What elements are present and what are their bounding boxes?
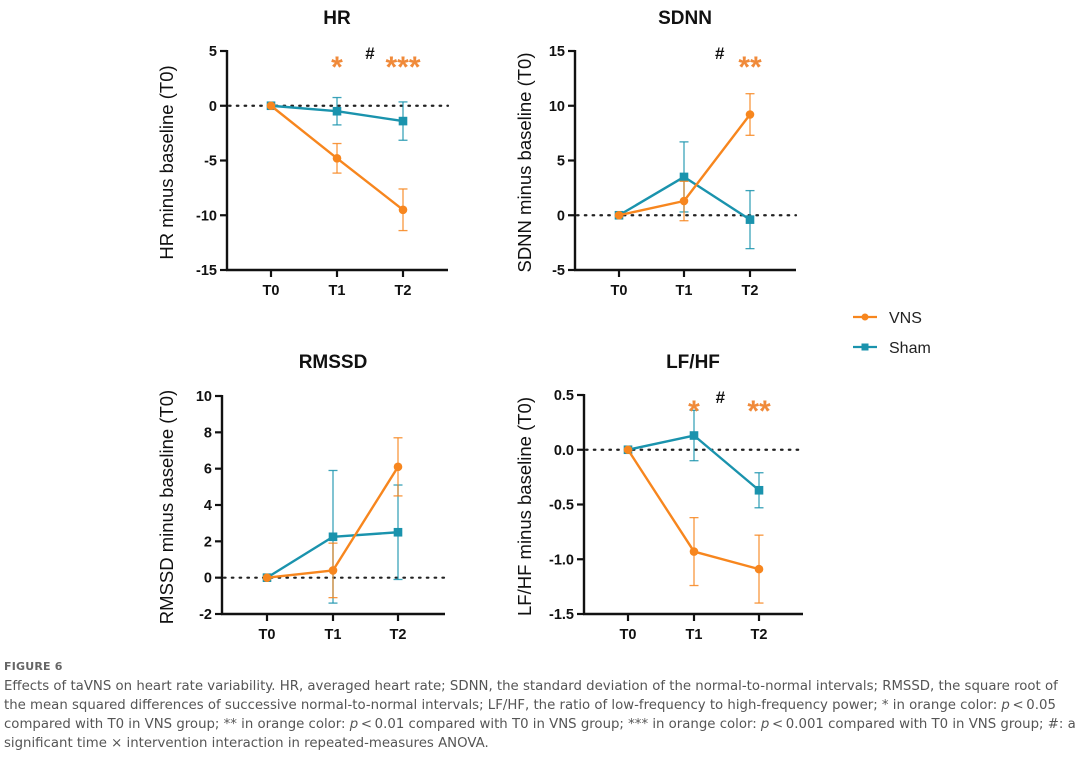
legend-vns-marker — [861, 313, 869, 321]
data-point-vns — [266, 101, 276, 111]
y-tick-label: 8 — [204, 425, 212, 441]
y-tick-label: -0.5 — [549, 498, 574, 514]
data-point-sham — [393, 527, 403, 537]
interaction-hash: # — [716, 388, 726, 407]
data-point-vns — [754, 564, 764, 574]
figure-label: FIGURE 6 — [4, 660, 63, 673]
x-tick-label: T2 — [390, 627, 407, 643]
y-tick-label: 5 — [557, 154, 565, 170]
y-tick-label: 0 — [209, 99, 217, 115]
y-tick-label: 0.5 — [554, 388, 574, 404]
legend: VNS Sham — [853, 310, 931, 357]
data-point-sham — [332, 106, 342, 116]
y-tick-label: 0 — [557, 208, 565, 224]
legend-item-vns: VNS — [853, 310, 922, 327]
interaction-hash: # — [365, 44, 375, 63]
x-tick-label: T0 — [259, 627, 276, 643]
data-point-vns — [332, 154, 342, 163]
data-point-sham — [745, 215, 755, 224]
panel-title: RMSSD — [299, 352, 368, 373]
x-tick-label: T0 — [620, 627, 637, 643]
legend-sham-marker — [861, 343, 869, 351]
x-tick-label: T2 — [751, 627, 768, 643]
y-axis-label: HR minus baseline (T0) — [156, 65, 177, 259]
y-tick-label: -15 — [196, 263, 217, 279]
series-vns — [266, 101, 408, 232]
y-tick-label: -5 — [552, 263, 565, 279]
panel-lf-hf: LF/HF LF/HF minus baseline (T0) 0.5 0.0 -0.5… — [514, 352, 805, 643]
data-point-vns — [623, 445, 633, 455]
y-tick-label: 10 — [549, 99, 565, 115]
legend-sham-label: Sham — [889, 340, 931, 357]
data-point-vns — [614, 210, 624, 220]
legend-item-sham: Sham — [853, 340, 931, 357]
data-point-vns — [262, 573, 272, 582]
significance-stars: ** — [747, 395, 771, 428]
figure-caption-text: Effects of taVNS on heart rate variabili… — [4, 677, 1076, 753]
x-tick-label: T2 — [395, 283, 412, 299]
y-tick-label: -1.5 — [549, 607, 574, 623]
data-point-sham — [679, 172, 689, 182]
data-point-vns — [745, 110, 755, 119]
panel-hr: HR HR minus baseline (T0) 5 0 -5 -10 -15 T0 T1 T2… — [156, 8, 450, 299]
figure-caption: FIGURE 6 Effects of taVNS on heart rate … — [4, 660, 1076, 753]
caption-italic: p — [1001, 698, 1010, 713]
x-tick-label: T0 — [611, 283, 628, 299]
y-tick-label: 15 — [549, 44, 565, 60]
caption-italic: p — [349, 717, 359, 732]
series-vns — [623, 445, 764, 604]
significance-stars: ** — [738, 51, 762, 84]
x-tick-label: T1 — [329, 283, 346, 299]
series-vns — [614, 93, 755, 222]
panel-title: HR — [323, 8, 351, 29]
y-tick-label: -5 — [204, 154, 217, 170]
y-axis-label: LF/HF minus baseline (T0) — [514, 397, 535, 616]
y-tick-label: 2 — [204, 534, 212, 550]
data-point-vns — [393, 462, 403, 472]
interaction-hash: # — [715, 44, 725, 63]
y-tick-label: 10 — [196, 389, 212, 405]
caption-segment: < 0.01 compared with T0 in VNS group; **… — [358, 717, 761, 732]
data-point-sham — [328, 532, 338, 542]
series-vns — [262, 437, 403, 599]
x-tick-label: T0 — [263, 283, 280, 299]
x-tick-label: T1 — [676, 283, 693, 299]
caption-segment: Effects of taVNS on heart rate variabili… — [4, 679, 1058, 713]
y-tick-label: -10 — [196, 208, 217, 224]
data-point-vns — [328, 566, 338, 575]
panel-sdnn: SDNN SDNN minus baseline (T0) 15 10 5 0 -5 T0 T1… — [514, 8, 798, 299]
data-point-sham — [754, 485, 764, 495]
significance-stars: *** — [385, 51, 420, 84]
caption-italic: p — [760, 717, 770, 732]
caption-segment: < 0.05 compared with T0 in VNS group; **… — [4, 698, 1056, 732]
y-axis-label: RMSSD minus baseline (T0) — [156, 390, 177, 624]
y-tick-label: 6 — [204, 462, 212, 478]
panel-rmssd: RMSSD RMSSD minus baseline (T0) 10 8 6 4 2 0 -2 T… — [156, 352, 447, 643]
y-tick-label: 0.0 — [554, 443, 574, 459]
panel-title: SDNN — [658, 8, 712, 29]
y-tick-label: 0 — [204, 571, 212, 587]
y-axis-label: SDNN minus baseline (T0) — [514, 52, 535, 272]
legend-vns-label: VNS — [889, 310, 922, 327]
panel-title: LF/HF — [666, 352, 720, 373]
figure-6: HR HR minus baseline (T0) 5 0 -5 -10 -15 T0 T1 T2… — [156, 8, 931, 643]
y-tick-label: -1.0 — [549, 552, 574, 568]
significance-stars: * — [688, 395, 700, 428]
data-point-vns — [689, 547, 699, 556]
data-point-vns — [398, 205, 408, 215]
caption-segment: < 0.001 compared with T0 in VNS group; #… — [4, 717, 1076, 751]
y-tick-label: -2 — [199, 607, 212, 623]
x-tick-label: T2 — [742, 283, 759, 299]
significance-stars: * — [331, 51, 343, 84]
data-point-sham — [398, 116, 408, 126]
data-point-vns — [679, 196, 689, 206]
y-tick-label: 4 — [204, 498, 212, 514]
y-tick-label: 5 — [209, 44, 217, 60]
x-tick-label: T1 — [686, 627, 703, 643]
x-tick-label: T1 — [325, 627, 342, 643]
data-point-sham — [689, 431, 699, 440]
